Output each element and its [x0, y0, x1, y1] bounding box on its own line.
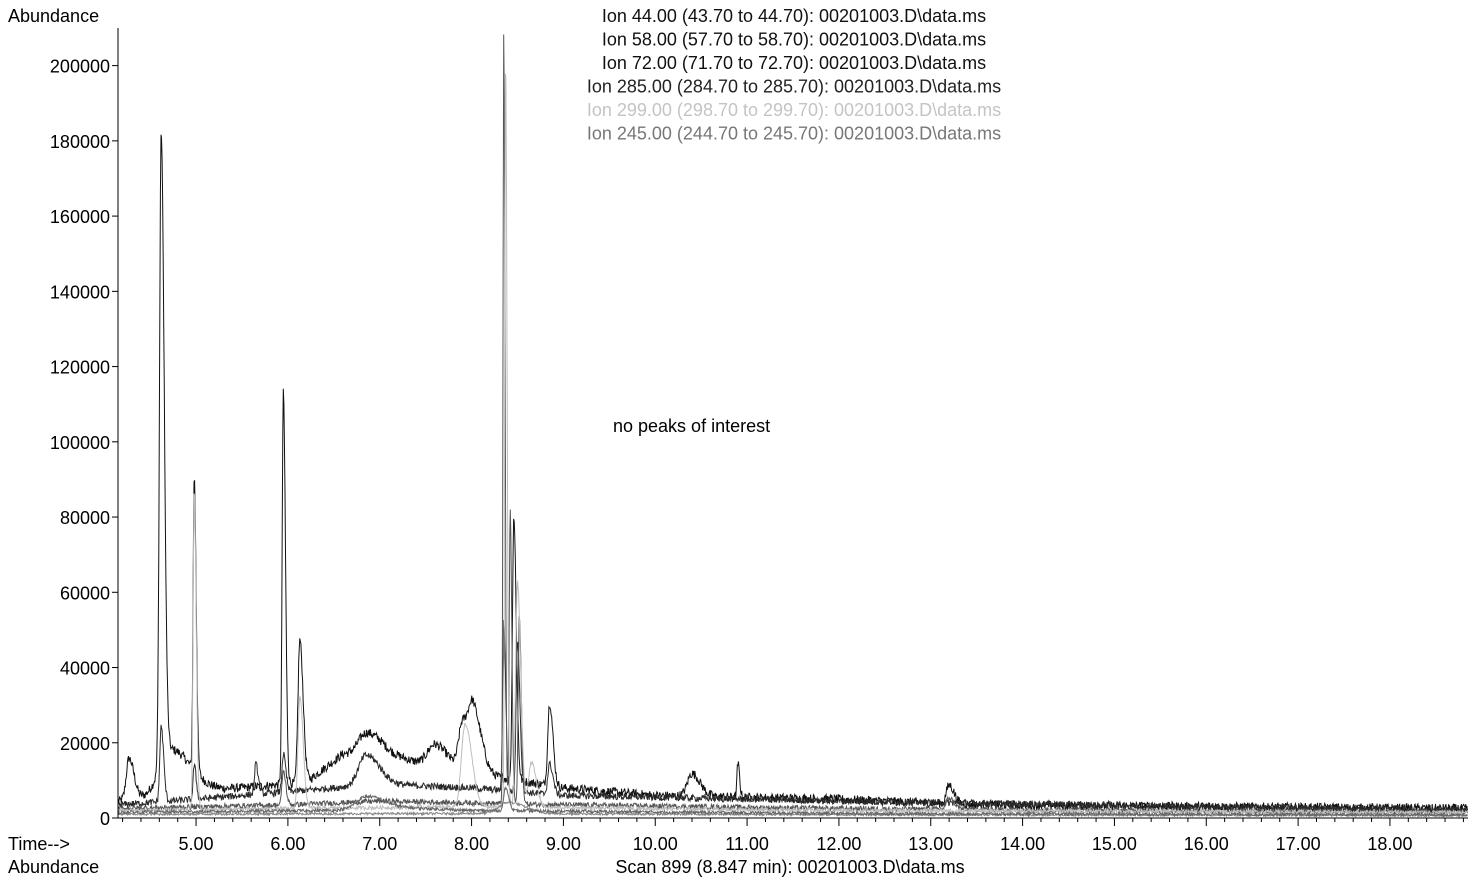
ion-trace-3 [117, 34, 1468, 817]
x-axis-title: Time--> [8, 834, 70, 854]
y-tick-label: 80000 [60, 508, 110, 528]
y-tick-label: 200000 [50, 57, 110, 77]
x-tick-label: 16.00 [1184, 834, 1229, 854]
y-tick-label: 140000 [50, 282, 110, 302]
x-tick-label: 9.00 [546, 834, 581, 854]
x-tick-label: 8.00 [454, 834, 489, 854]
y-axis-title: Abundance [8, 6, 99, 26]
x-tick-label: 13.00 [908, 834, 953, 854]
footer-scan-info: Scan 899 (8.847 min): 00201003.D\data.ms [615, 857, 964, 877]
x-tick-label: 12.00 [816, 834, 861, 854]
y-tick-label: 60000 [60, 583, 110, 603]
x-tick-label: 10.00 [633, 834, 678, 854]
y-tick-label: 20000 [60, 734, 110, 754]
x-tick-label: 11.00 [725, 834, 769, 854]
footer-abundance-label: Abundance [8, 857, 99, 877]
ion-trace-2 [117, 619, 1468, 815]
legend-entry: Ion 245.00 (244.70 to 245.70): 00201003.… [587, 124, 1001, 144]
y-tick-label: 160000 [50, 207, 110, 227]
x-axis: 5.00 6.00 7.00 8.00 9.00 10.00 11.00 12.00 13.00… [122, 818, 1464, 854]
annotation: no peaks of interest [613, 416, 770, 436]
x-tick-label: 5.00 [179, 834, 214, 854]
x-tick-label: 17.00 [1276, 834, 1321, 854]
y-tick-label: 40000 [60, 659, 110, 679]
legend-entry: Ion 72.00 (71.70 to 72.70): 00201003.D\d… [602, 53, 986, 73]
x-tick-label: 14.00 [1000, 834, 1045, 854]
ion-trace-4 [117, 73, 1468, 816]
ion-trace-1 [117, 134, 1468, 814]
legend-entry: Ion 58.00 (57.70 to 58.70): 00201003.D\d… [602, 30, 986, 50]
y-tick-label: 180000 [50, 132, 110, 152]
y-tick-label: 0 [100, 809, 110, 829]
legend-entry: Ion 44.00 (43.70 to 44.70): 00201003.D\d… [602, 6, 986, 26]
x-tick-label: 7.00 [362, 834, 397, 854]
ion-trace-6 [118, 786, 1468, 819]
x-tick-label: 6.00 [270, 834, 305, 854]
legend-entry: Ion 299.00 (298.70 to 299.70): 00201003.… [587, 100, 1001, 120]
legend: Ion 44.00 (43.70 to 44.70): 00201003.D\d… [587, 6, 1001, 144]
y-tick-label: 120000 [50, 358, 110, 378]
traces [117, 34, 1468, 819]
y-axis: 0 20000 40000 60000 80000 100000 120000 140000 1… [50, 57, 118, 829]
x-tick-label: 18.00 [1367, 834, 1412, 854]
y-tick-label: 100000 [50, 433, 110, 453]
x-tick-label: 15.00 [1092, 834, 1137, 854]
legend-entry: Ion 285.00 (284.70 to 285.70): 00201003.… [587, 77, 1001, 97]
